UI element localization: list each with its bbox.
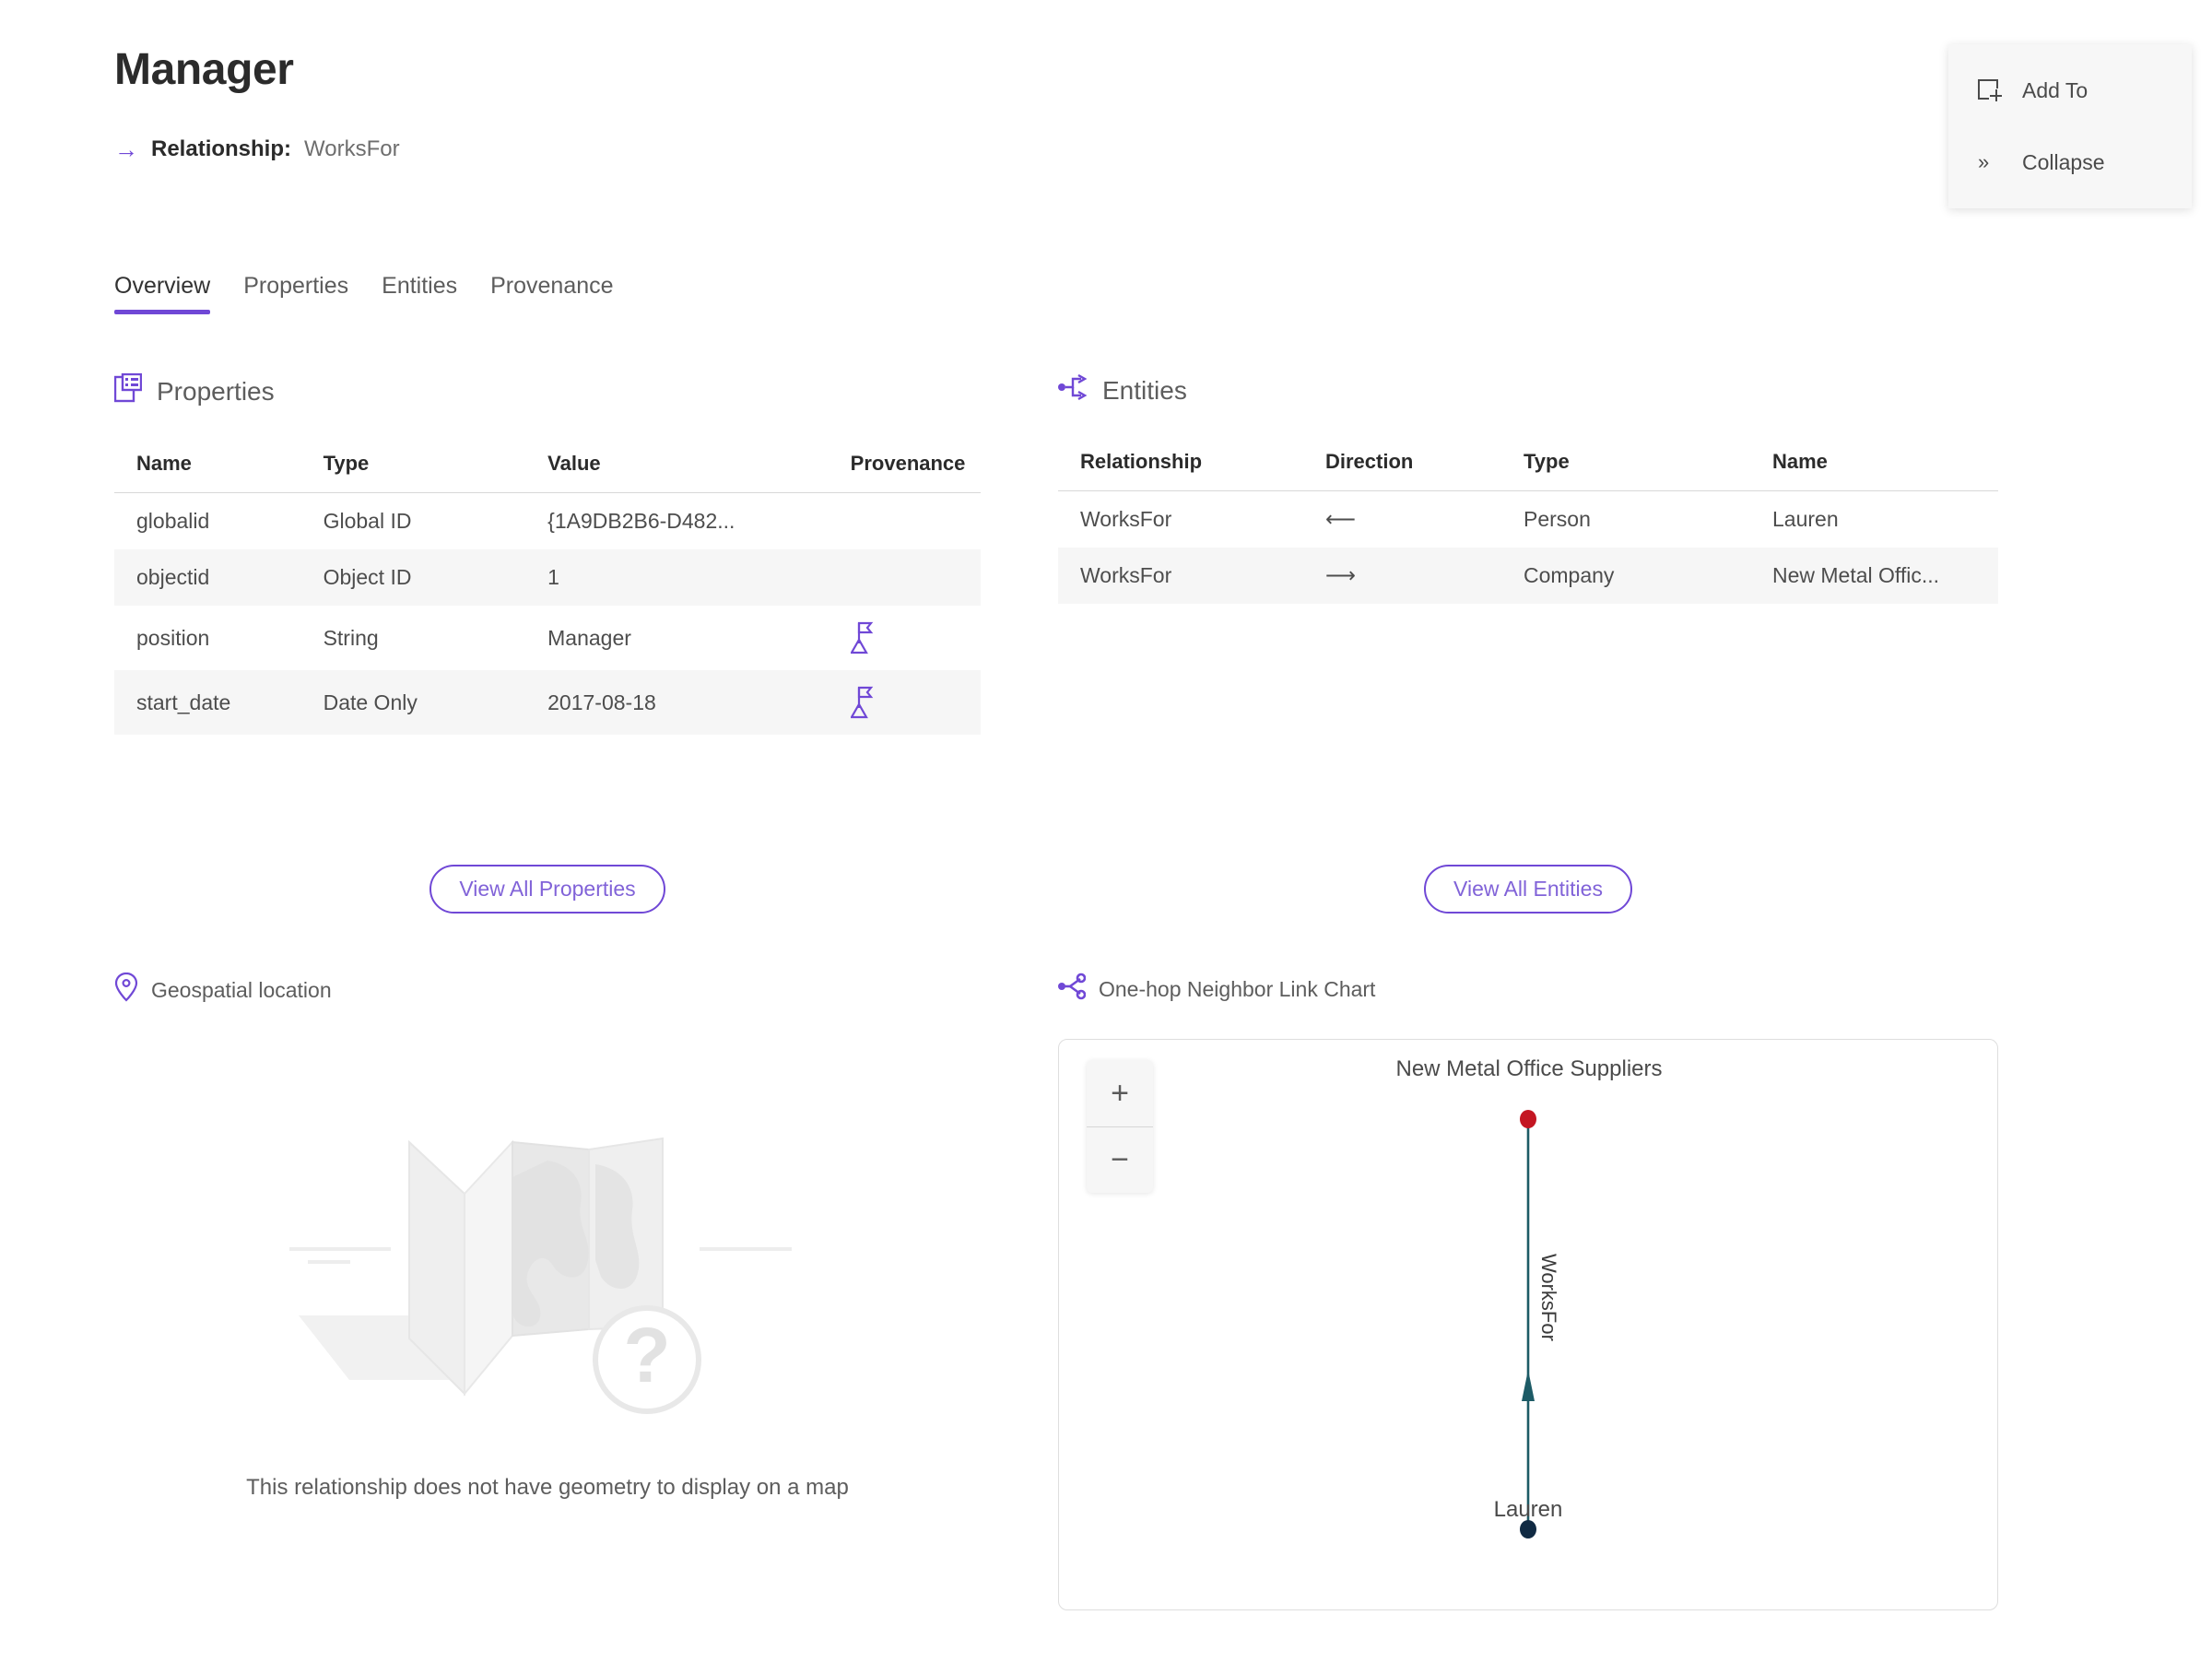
prop-provenance [850,606,981,670]
zoom-in-button[interactable]: + [1111,1075,1129,1111]
properties-table: Name Type Value Provenance globalid Glob… [114,452,981,735]
add-to-label: Add To [2022,77,2088,102]
tab-provenance[interactable]: Provenance [490,273,614,299]
arrow-left-icon: ⟵ [1325,507,1356,531]
tab-properties[interactable]: Properties [243,273,349,299]
table-row[interactable]: objectid Object ID 1 [114,549,981,606]
add-to-icon [1978,79,2003,102]
col-provenance: Provenance [850,452,981,493]
provenance-flag-icon[interactable] [850,686,981,719]
entities-table: Relationship Direction Type Name WorksFo… [1058,450,1998,604]
action-panel: Add To » Collapse [1948,44,2192,208]
ent-type: Company [1524,563,1615,587]
table-row[interactable]: WorksFor ⟶ Company New Metal Offic... [1058,548,1998,604]
link-chart-canvas[interactable]: + − New Metal Office Suppliers WorksFor … [1058,1039,1998,1610]
node-label-person[interactable]: Lauren [1493,1497,1563,1522]
geospatial-heading: Geospatial location [114,972,981,1008]
prop-name: start_date [136,690,231,714]
geospatial-heading-label: Geospatial location [151,977,332,1002]
map-empty-state: ? This relationship does not have geomet… [114,1048,981,1527]
col-type: Type [1524,450,1772,491]
arrow-right-icon: → [114,136,138,163]
view-all-entities-wrap: View All Entities [1058,865,1998,914]
col-name: Name [1772,450,1998,491]
table-row[interactable]: position String Manager [114,606,981,670]
edge-label-worksfor: WorksFor [1537,1254,1560,1341]
page-title: Manager [114,45,294,94]
link-chart-heading: One-hop Neighbor Link Chart [1058,973,1998,1006]
provenance-flag-icon[interactable] [850,621,981,654]
prop-provenance [851,549,981,606]
prop-type: String [323,625,379,650]
table-row[interactable]: WorksFor ⟵ Person Lauren [1058,491,1998,548]
collapse-button[interactable]: » Collapse [1948,126,2192,198]
graph-node-company[interactable] [1520,1110,1536,1128]
view-all-entities-button[interactable]: View All Entities [1424,865,1632,914]
entities-heading-label: Entities [1102,375,1187,405]
geospatial-panel: Geospatial location ? [114,972,981,1527]
arrow-right-icon: ⟶ [1325,563,1356,587]
tab-bar: Overview Properties Entities Provenance [114,273,630,314]
entities-panel: Entities Relationship Direction Type Nam… [1058,373,1998,604]
entities-header-row: Relationship Direction Type Name [1058,450,1998,491]
prop-provenance [850,670,981,735]
properties-heading-label: Properties [157,376,275,406]
link-chart-heading-label: One-hop Neighbor Link Chart [1099,976,1376,1001]
ent-name-link[interactable]: New Metal Offic... [1772,563,1940,587]
col-value: Value [547,452,851,493]
prop-type: Date Only [323,690,418,714]
add-to-button[interactable]: Add To [1948,54,2192,126]
svg-text:?: ? [623,1312,670,1398]
prop-type: Global ID [323,509,412,533]
link-chart-icon [1058,973,1087,1006]
prop-provenance [851,493,981,550]
ent-type: Person [1524,507,1591,531]
double-chevron-right-icon: » [1978,150,1989,173]
prop-type: Object ID [323,565,412,589]
relationship-label: Relationship: [151,136,292,161]
view-all-properties-wrap: View All Properties [114,865,981,914]
properties-header-row: Name Type Value Provenance [114,452,981,493]
link-chart-graph [1522,1119,1535,1528]
col-type: Type [323,452,548,493]
graph-node-person[interactable] [1520,1520,1536,1538]
view-all-properties-button[interactable]: View All Properties [429,865,665,914]
ent-relationship: WorksFor [1080,507,1172,531]
relationship-value: WorksFor [304,136,400,161]
prop-value: {1A9DB2B6-D482... [547,509,735,533]
map-empty-message: This relationship does not have geometry… [246,1474,849,1500]
prop-name: objectid [136,565,210,589]
tab-overview[interactable]: Overview [114,273,227,314]
ent-name-link[interactable]: Lauren [1772,507,1839,531]
properties-heading: Properties [113,372,981,409]
collapse-label: Collapse [2022,149,2105,174]
properties-panel: Properties Name Type Value Provenance gl… [113,372,981,735]
entities-heading: Entities [1058,373,1998,407]
entities-graph-icon [1058,373,1088,407]
tab-entities[interactable]: Entities [382,273,458,299]
zoom-out-button[interactable]: − [1087,1126,1153,1193]
prop-name: globalid [136,509,210,533]
prop-name: position [136,625,210,650]
map-pin-icon [114,972,138,1008]
link-chart-panel: One-hop Neighbor Link Chart + − New Meta… [1058,973,1998,1610]
prop-value: 1 [547,565,559,589]
col-name: Name [114,452,324,493]
folded-map-question-icon: ? [271,1076,824,1449]
zoom-controls: + − [1087,1060,1153,1193]
document-properties-icon [113,372,143,409]
prop-value: Manager [547,625,631,650]
ent-relationship: WorksFor [1080,563,1172,587]
table-row[interactable]: start_date Date Only 2017-08-18 [114,670,981,735]
relationship-breadcrumb: → Relationship: WorksFor [114,136,400,162]
table-row[interactable]: globalid Global ID {1A9DB2B6-D482... [114,493,981,550]
node-label-company[interactable]: New Metal Office Suppliers [1395,1056,1663,1081]
col-direction: Direction [1325,450,1524,491]
prop-value: 2017-08-18 [547,690,656,714]
col-relationship: Relationship [1058,450,1325,491]
